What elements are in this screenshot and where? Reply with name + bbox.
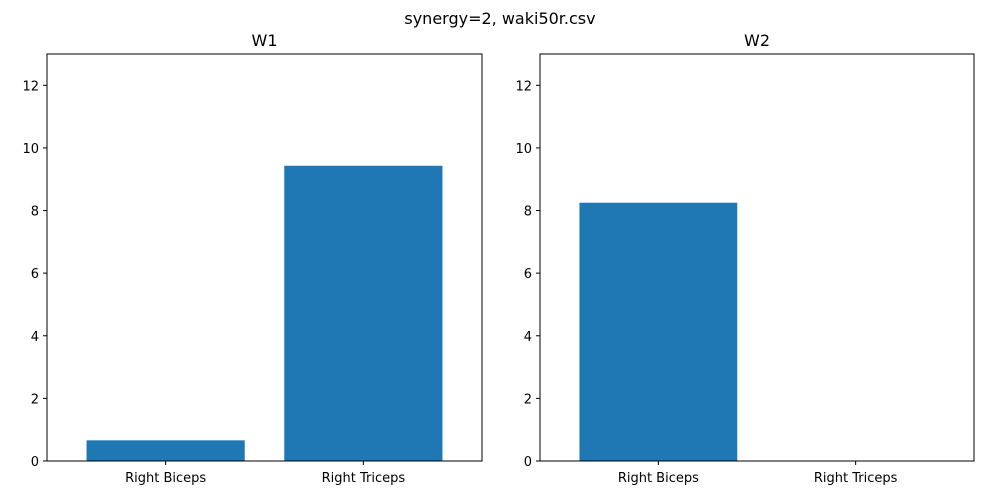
bar-right-biceps <box>86 440 245 461</box>
y-tick-label: 4 <box>524 330 532 345</box>
x-tick-label: Right Triceps <box>322 471 406 486</box>
y-tick-label: 6 <box>31 267 39 282</box>
axes-frame <box>46 53 483 462</box>
y-tick-label: 2 <box>31 392 39 407</box>
bar-right-triceps <box>284 165 443 461</box>
y-tick-label: 0 <box>31 455 39 470</box>
x-tick-label: Right Biceps <box>618 471 699 486</box>
y-tick-label: 6 <box>524 267 532 282</box>
axes-frame <box>539 53 975 462</box>
figure-suptitle: synergy=2, waki50r.csv <box>404 9 595 28</box>
y-tick-label: 10 <box>515 142 532 157</box>
y-tick-label: 8 <box>524 205 532 220</box>
y-tick-label: 8 <box>31 205 39 220</box>
x-tick-label: Right Triceps <box>814 471 898 486</box>
x-tick-label: Right Biceps <box>125 471 206 486</box>
panel-w1: 0 2 4 6 8 10 12 Right Biceps Right Triceps W1 <box>22 31 483 486</box>
y-tick-label: 10 <box>22 142 39 157</box>
y-tick-label: 0 <box>524 455 532 470</box>
panel-title: W2 <box>744 31 770 50</box>
y-tick-label: 12 <box>22 79 39 94</box>
bar-right-biceps <box>579 202 738 461</box>
y-tick-label: 4 <box>31 330 39 345</box>
y-tick-label: 12 <box>515 79 532 94</box>
y-tick-label: 2 <box>524 392 532 407</box>
panel-title: W1 <box>252 31 278 50</box>
panel-w2: 0 2 4 6 8 10 12 Right Biceps Right Triceps W2 <box>515 31 975 486</box>
